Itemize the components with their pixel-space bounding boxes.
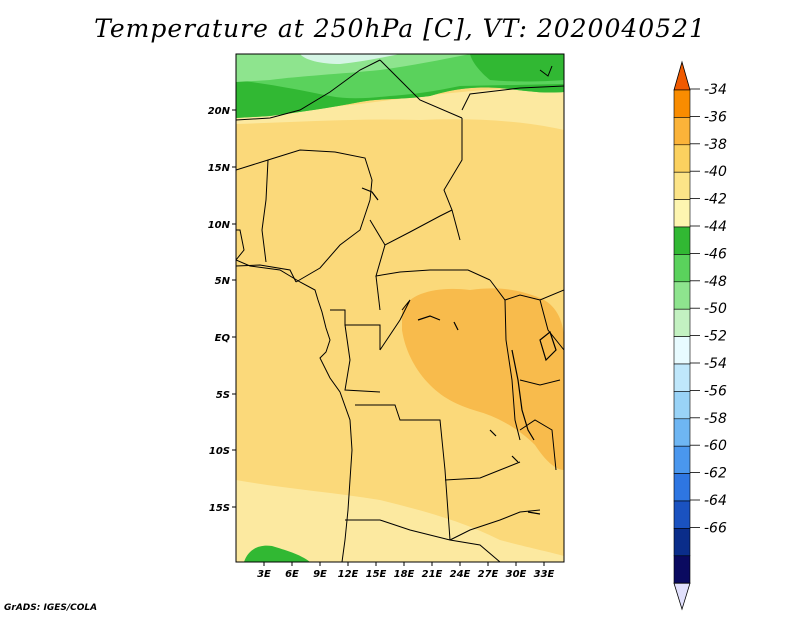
colorbar-segment (673, 254, 691, 283)
colorbar-level-label: -54 (704, 356, 727, 372)
colorbar-level-label: -42 (704, 192, 727, 208)
cold-band-northeast (470, 54, 564, 82)
colorbar-segment (673, 89, 691, 118)
lat-tick-label: 15N (208, 163, 231, 174)
colorbar-level-label: -64 (704, 493, 727, 509)
colorbar-level-label: -52 (704, 329, 727, 345)
lat-tick-label: 5N (215, 276, 231, 287)
lat-tick-label: 5S (216, 390, 230, 401)
colorbar-segment (673, 391, 691, 420)
colorbar-bottom-arrow (673, 582, 691, 611)
map-panel (235, 53, 565, 563)
colorbar-level-label: -36 (704, 109, 727, 125)
colorbar-level-label: -40 (704, 164, 727, 180)
lon-tick-label: 24E (450, 569, 471, 580)
lat-tick-label: 10N (208, 220, 231, 231)
southern-lighter-field (236, 480, 564, 562)
colorbar-level-label: -66 (704, 520, 727, 536)
map-title: Temperature at 250hPa [C], VT: 202004052… (94, 14, 706, 43)
colorbar-segment (673, 144, 691, 173)
colorbar-level-label: -60 (704, 438, 727, 454)
lakes (361, 187, 557, 515)
colorbar-segment (673, 336, 691, 365)
lon-tick-label: 27E (478, 569, 499, 580)
lat-tick-label: 20N (208, 106, 231, 117)
colorbar-segment (673, 473, 691, 502)
lon-tick-label: 18E (394, 569, 415, 580)
northern-lighter-field (236, 86, 564, 130)
lon-tick-label: 6E (285, 569, 299, 580)
colorbar-segment (673, 199, 691, 228)
colorbar-top-arrow (673, 60, 691, 91)
colorbar-segment (673, 308, 691, 337)
colorbar-level-label: -34 (704, 82, 727, 98)
cold-band-north-light (236, 54, 470, 82)
colorbar-level-label: -50 (704, 301, 727, 317)
colorbar-segment (673, 117, 691, 146)
colorbar-segment (673, 500, 691, 529)
cold-band-north-darker (236, 80, 564, 118)
lon-tick-label: 15E (366, 569, 387, 580)
grads-credit: GrADS: IGES/COLA (4, 603, 98, 613)
map-frame (235, 53, 565, 563)
warm-core-region (402, 288, 564, 470)
country-borders (236, 59, 564, 562)
colorbar-level-label: -58 (704, 411, 727, 427)
cold-patch-south (244, 545, 310, 562)
coastline (236, 259, 353, 562)
colorbar-segment (673, 171, 691, 200)
lon-tick-label: 30E (506, 569, 527, 580)
colorbar-segment (673, 418, 691, 447)
colorbar-level-label: -44 (704, 219, 727, 235)
lat-tick-label: 15S (209, 503, 230, 514)
latitude-axis: 20N 15N 10N 5N EQ 5S 10S 15S (208, 106, 236, 514)
colorbar-segment (673, 281, 691, 310)
colorbar-segment (673, 445, 691, 474)
colorbar-segment (673, 528, 691, 557)
colorbar-level-label: -46 (704, 246, 727, 262)
lat-tick-label: EQ (215, 333, 231, 344)
cold-band-north-pale (300, 54, 400, 64)
lon-tick-label: 12E (338, 569, 359, 580)
longitude-axis: 3E 6E 9E 12E 15E 18E 21E 24E 27E 30E 33E (257, 562, 555, 580)
lon-tick-label: 33E (534, 569, 555, 580)
colorbar-level-label: -56 (704, 383, 727, 399)
colorbar-level-label: -62 (704, 466, 727, 482)
colorbar: -34 -36 -38 -40 -42 -44 -46 -48 -50 -52 -54 -56 -58 -… (673, 60, 727, 611)
lon-tick-label: 3E (257, 569, 271, 580)
colorbar-level-label: -48 (704, 274, 727, 290)
colorbar-segment (673, 555, 691, 584)
lon-tick-label: 21E (422, 569, 443, 580)
lon-tick-label: 9E (313, 569, 327, 580)
colorbar-segment (673, 226, 691, 255)
colorbar-segment (673, 363, 691, 392)
colorbar-level-label: -38 (704, 137, 727, 153)
lat-tick-label: 10S (209, 446, 230, 457)
